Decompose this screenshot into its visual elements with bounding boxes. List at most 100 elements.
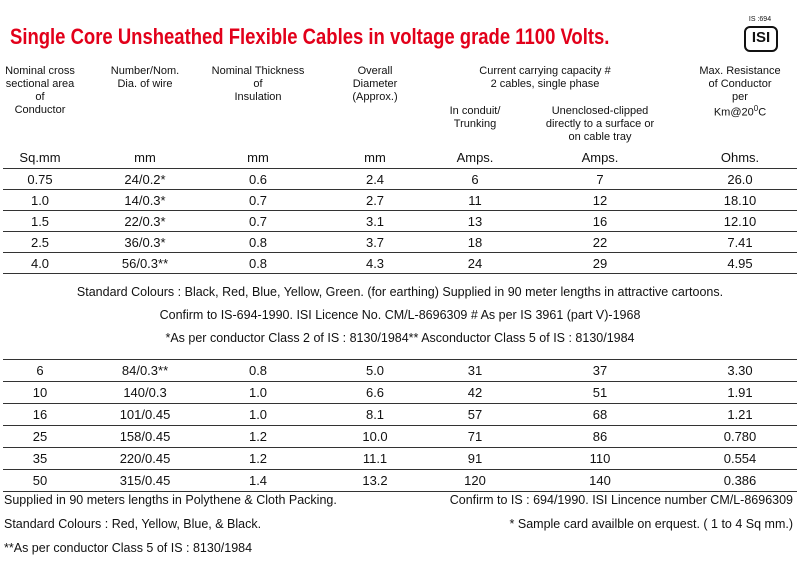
cell: 10.0	[362, 429, 388, 444]
cell: 12	[592, 193, 608, 208]
footer-note: Standard Colours : Red, Yellow, Blue, & …	[4, 517, 262, 531]
cell: 42	[467, 385, 483, 400]
row-rule	[3, 359, 797, 360]
cell: 1.21	[727, 407, 753, 422]
unit-label: Amps.	[456, 150, 494, 165]
logo-text: ISI	[751, 29, 771, 46]
cell: 7.41	[727, 235, 753, 250]
cell: 140	[589, 473, 611, 488]
row-rule	[3, 168, 797, 169]
cell: 13	[467, 214, 483, 229]
cell: 57	[467, 407, 483, 422]
cell: 0.7	[248, 214, 268, 229]
row-rule	[3, 252, 797, 253]
cell: 0.8	[248, 235, 268, 250]
cell: 24	[467, 256, 483, 271]
cell: 0.7	[248, 193, 268, 208]
column-heading: Trunking	[453, 118, 497, 130]
cell: 84/0.3**	[121, 363, 169, 378]
row-rule	[3, 189, 797, 190]
cell: 1.0	[248, 385, 268, 400]
cell: 16	[592, 214, 608, 229]
group-heading: Current carrying capacity #	[479, 65, 611, 77]
column-heading: Diameter	[352, 78, 398, 90]
group-heading: 2 cables, single phase	[490, 78, 600, 90]
cell: 3.1	[365, 214, 385, 229]
unit-label: Ohms.	[720, 150, 760, 165]
cell: 35	[32, 451, 48, 466]
cell: 5.0	[365, 363, 385, 378]
cell: 0.554	[723, 451, 757, 466]
isi-logo: IS :694 ISI	[740, 16, 780, 52]
cell: 71	[467, 429, 483, 444]
cell: 120	[464, 473, 486, 488]
column-heading: directly to a surface or	[545, 118, 655, 130]
cell: 110	[589, 451, 611, 466]
cell: 22	[592, 235, 608, 250]
row-rule	[3, 491, 797, 492]
cell: 6	[471, 172, 479, 187]
title: Single Core Unsheathed Flexible Cables i…	[10, 24, 610, 49]
column-heading: Unenclosed-clipped	[551, 105, 649, 117]
heading-part: C	[758, 106, 767, 119]
cell: 1.91	[727, 385, 753, 400]
cell: 2.4	[365, 172, 385, 187]
cell: 101/0.45	[119, 407, 171, 422]
cell: 0.386	[723, 473, 757, 488]
unit-label: mm	[134, 150, 156, 165]
column-heading: of	[253, 78, 263, 90]
cell: 158/0.45	[119, 429, 171, 444]
cell: 12.10	[723, 214, 757, 229]
footer-note: Supplied in 90 meters lengths in Polythe…	[4, 493, 337, 507]
cell: 14/0.3*	[124, 193, 166, 208]
cell: 0.8	[248, 363, 268, 378]
row-rule	[3, 273, 797, 274]
heading-part: 0	[753, 104, 759, 113]
cell: 1.0	[248, 407, 268, 422]
cell: 51	[592, 385, 608, 400]
cell: 4.0	[30, 256, 50, 271]
column-heading: Max. Resistance	[699, 65, 781, 77]
column-heading: (Approx.)	[352, 91, 398, 103]
footer-note: **As per conductor Class 5 of IS : 8130/…	[4, 541, 253, 555]
cell: 1.2	[248, 429, 268, 444]
column-heading: Number/Nom.	[110, 65, 180, 77]
cell: 10	[32, 385, 48, 400]
column-heading: sectional area	[5, 78, 75, 90]
cell: 37	[592, 363, 608, 378]
cell: 3.7	[365, 235, 385, 250]
column-heading: of	[35, 91, 45, 103]
cell: 36/0.3*	[124, 235, 166, 250]
column-heading: on cable tray	[568, 131, 632, 143]
column-heading: Nominal Thickness	[211, 65, 305, 77]
note: Standard Colours : Black, Red, Blue, Yel…	[76, 285, 724, 299]
row-rule	[3, 381, 797, 382]
cell: 8.1	[365, 407, 385, 422]
cell: 4.95	[727, 256, 753, 271]
cell: 6	[36, 363, 44, 378]
cell: 68	[592, 407, 608, 422]
cell: 16	[32, 407, 48, 422]
cell: 0.8	[248, 256, 268, 271]
cell: 0.75	[27, 172, 53, 187]
cell: 24/0.2*	[124, 172, 166, 187]
column-heading: per	[732, 91, 748, 103]
cell: 220/0.45	[119, 451, 171, 466]
unit-label: Amps.	[581, 150, 619, 165]
unit-label: mm	[247, 150, 269, 165]
cell: 50	[32, 473, 48, 488]
column-heading: In conduit/	[449, 105, 501, 117]
cell: 86	[592, 429, 608, 444]
cell: 11	[468, 193, 482, 208]
cell: 91	[467, 451, 483, 466]
cell: 18.10	[723, 193, 757, 208]
cell: 1.4	[248, 473, 268, 488]
column-heading: Nominal cross	[5, 65, 75, 77]
column-heading: Insulation	[234, 91, 282, 103]
note: Confirm to IS-694-1990. ISI Licence No. …	[159, 308, 641, 322]
cell: 22/0.3*	[124, 214, 166, 229]
unit-label: Sq.mm	[19, 150, 61, 165]
column-heading: of Conductor	[708, 78, 772, 90]
footer-note: * Sample card availble on erquest. ( 1 t…	[509, 517, 793, 531]
